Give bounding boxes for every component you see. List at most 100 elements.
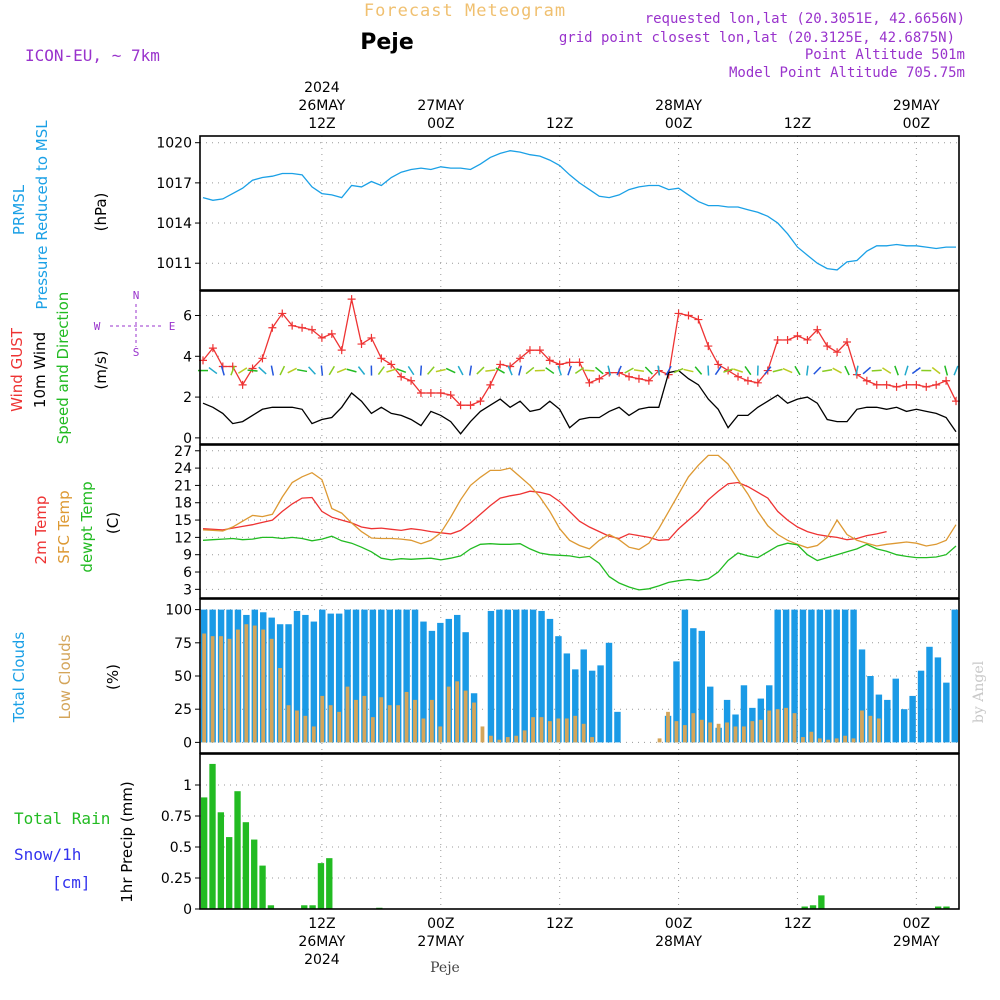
y-tick-label: 12 [174, 530, 192, 546]
wind-arrow-icon [931, 366, 941, 375]
low-cloud-bar [834, 738, 839, 743]
low-cloud-bar [556, 718, 561, 743]
gust-marker [426, 389, 435, 397]
rain-bar [818, 895, 825, 909]
low-cloud-bar [345, 686, 350, 743]
gust-marker [902, 380, 911, 389]
wind-arrow-icon [871, 369, 882, 372]
bottom-axis-label: 28MAY [655, 934, 702, 950]
y-tick-label: 1014 [156, 216, 192, 232]
point-altitude: Point Altitude 501m [805, 47, 965, 63]
y-tick-label: 6 [183, 565, 192, 581]
wind-arrow-icon [733, 368, 744, 373]
top-axis-label: 12Z [784, 116, 811, 132]
y-tick-label: 18 [174, 496, 192, 512]
total-cloud-bar [302, 614, 309, 743]
precip-axis-label: 1hr Precip (mm) [118, 781, 136, 902]
low-cloud-bar [210, 636, 215, 743]
rain-bar [326, 858, 333, 909]
snow-unit-label: [cm] [52, 873, 91, 892]
wind-arrow-icon [545, 367, 555, 375]
top-axis-label: 00Z [427, 116, 454, 132]
low-cloud-bar [219, 636, 223, 743]
total-cloud-bar [538, 610, 545, 743]
total-cloud-bar [369, 609, 377, 743]
bottom-axis-label: 00Z [903, 916, 930, 932]
precipitation-frame [199, 753, 960, 910]
gust-marker [476, 397, 485, 406]
low-cloud-bar [261, 629, 266, 743]
total-cloud-bar [504, 609, 512, 743]
gust-marker [694, 315, 703, 324]
wind-arrow-icon [855, 365, 859, 376]
top-axis-label: 29MAY [893, 98, 940, 114]
gust-marker [803, 335, 812, 344]
wind-arrow-icon [297, 368, 308, 373]
wind-arrow-icon [714, 365, 722, 376]
gust-marker [684, 311, 693, 320]
total-cloud-bar [673, 661, 680, 743]
total-cloud-bar [681, 609, 689, 743]
total-cloud-bar [386, 609, 393, 743]
wind-arrow-icon [764, 366, 772, 375]
rain-bar [217, 812, 225, 909]
gust-marker [872, 380, 881, 389]
low-cloud-bar [674, 721, 679, 743]
gust-marker [307, 325, 316, 334]
total-cloud-bar [782, 609, 790, 743]
total-cloud-bar [740, 685, 748, 743]
top-axis-label: 00Z [903, 116, 930, 132]
y-tick-label: 2 [183, 390, 192, 406]
gust-marker [357, 340, 366, 349]
rain-bar [251, 839, 258, 909]
low-cloud-bar [286, 705, 291, 743]
low-cloud-bar [370, 717, 375, 743]
total-cloud-bar [285, 624, 292, 743]
total-cloud-bar [926, 646, 933, 743]
total-cloud-bar [833, 609, 840, 743]
low-cloud-bar [303, 715, 308, 743]
total-cloud-bar [774, 609, 781, 743]
total-cloud-bar [344, 609, 351, 743]
gust-marker [843, 338, 852, 346]
gust-marker [813, 325, 822, 334]
total-cloud-bar [546, 618, 554, 743]
gust-marker [347, 295, 356, 304]
clouds-panel: 0 25 50 75 100 [165, 598, 960, 754]
low-cloud-bar [733, 726, 738, 743]
rain-bar [234, 791, 241, 909]
low-cloud-bar [244, 624, 249, 743]
y-tick-label: 0.5 [170, 840, 192, 856]
low-cloud-bar [362, 695, 367, 743]
low-cloud-bar [590, 737, 594, 743]
wind-arrow-icon [794, 365, 801, 376]
wind-arrow-icon [476, 366, 485, 375]
total-cloud-bar [875, 694, 883, 743]
total-cloud-bar [909, 695, 916, 743]
total-cloud-bar [293, 610, 301, 743]
wind-arrow-icon [673, 367, 684, 374]
gust-marker [416, 389, 425, 397]
gust-marker [892, 382, 901, 391]
wind-arrow-icon [346, 368, 357, 373]
precipitation-panel: 0 0.25 0.5 0.75 1 [161, 753, 960, 918]
total-cloud-bar [614, 711, 621, 743]
wind-labels: Wind GUST 10m Wind Speed and Direction (… [8, 289, 175, 444]
wind-arrow-icon [279, 365, 286, 376]
y-tick-label: 21 [174, 478, 192, 494]
pressure-panel: 1011 1014 1017 1020 [156, 135, 960, 291]
low-cloud-bar [463, 690, 468, 743]
gust-marker [367, 333, 376, 342]
compass-w: W [94, 320, 101, 333]
gust-marker [714, 360, 723, 369]
gust-marker [288, 321, 297, 330]
total-cloud-bar [352, 609, 360, 743]
total-cloud-bar [529, 609, 537, 743]
total-cloud-bar [934, 657, 942, 743]
prmsl-label: PRMSL [10, 184, 28, 235]
wind-arrow-icon [911, 367, 921, 375]
wind-arrow-icon [457, 365, 464, 376]
wind-arrow-icon [813, 366, 822, 375]
compass-icon: N S W E [94, 289, 176, 359]
temp-2m-label: 2m Temp [32, 496, 50, 565]
